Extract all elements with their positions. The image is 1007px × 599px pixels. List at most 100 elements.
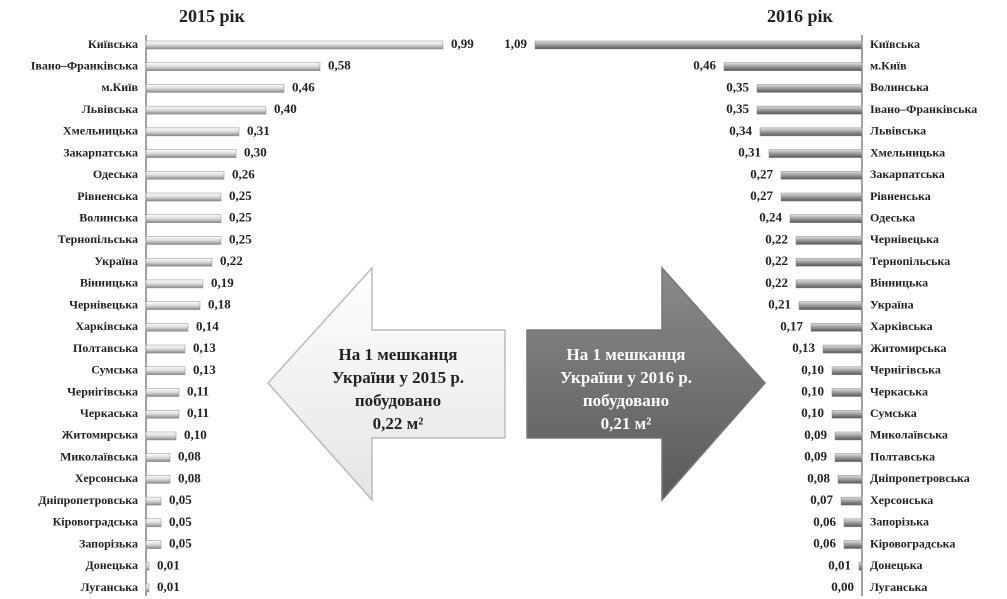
category-label: Вінницька (870, 276, 928, 290)
bar (831, 409, 863, 419)
value-label: 0,05 (169, 514, 192, 529)
category-label: Чернігівська (67, 384, 138, 398)
category-label: Луганська (870, 580, 927, 594)
value-label: 0,09 (804, 449, 827, 464)
value-label: 0,21 (768, 297, 791, 312)
value-label: 0,08 (178, 470, 201, 485)
bar (768, 149, 863, 158)
value-label: 0,05 (169, 536, 192, 551)
chart-title: 2015 рік (179, 6, 246, 26)
bar (756, 84, 863, 93)
value-label: 0,13 (193, 362, 216, 377)
arrow-text: побудовано (583, 391, 669, 410)
value-label: 0,09 (804, 427, 827, 442)
bar (145, 192, 222, 202)
category-label: Чернівецька (870, 232, 939, 246)
bar (831, 366, 863, 376)
category-label: Сумська (870, 406, 917, 420)
bar (145, 84, 285, 93)
category-label: Київська (870, 37, 920, 51)
bar (145, 257, 213, 267)
bar (145, 496, 162, 506)
category-label: Донецька (870, 558, 923, 572)
category-label: Полтавська (870, 449, 935, 463)
category-label: Тернопільська (870, 254, 950, 268)
value-label: 0,24 (759, 210, 782, 225)
bar (145, 127, 240, 137)
bar (843, 518, 863, 528)
bar (145, 171, 225, 180)
value-label: 0,01 (828, 557, 851, 572)
category-label: Хмельницька (63, 124, 138, 138)
value-label: 0,22 (220, 253, 243, 268)
value-label: 0,13 (792, 340, 815, 355)
bar (145, 518, 162, 528)
bar (145, 431, 177, 441)
value-label: 0,40 (274, 101, 297, 116)
value-label: 0,08 (807, 470, 830, 485)
value-label: 0,25 (229, 231, 252, 246)
category-label: Кіровоградська (870, 536, 955, 550)
value-label: 0,01 (157, 579, 180, 594)
category-label: Одеська (870, 211, 915, 225)
category-label: Кіровоградська (53, 515, 138, 529)
bar (145, 279, 204, 289)
value-label: 0,10 (801, 384, 824, 399)
category-label: Львівська (82, 102, 138, 116)
category-label: Харківська (870, 319, 933, 333)
arrow-right (526, 266, 767, 502)
category-label: Донецька (86, 558, 139, 572)
value-label: 0,18 (208, 297, 231, 312)
bar (534, 40, 863, 50)
bar (145, 409, 180, 419)
arrow-text: 0,21 м² (601, 414, 652, 433)
bar (145, 562, 150, 571)
category-label: Сумська (91, 363, 138, 377)
value-label: 0,26 (232, 166, 255, 181)
bar (145, 344, 186, 354)
category-label: Дніпропетровська (870, 471, 970, 485)
value-label: 0,06 (813, 536, 836, 551)
value-label: 0,35 (726, 79, 749, 94)
value-label: 0,01 (157, 557, 180, 572)
category-label: Харківська (75, 319, 138, 333)
category-label: Херсонська (870, 493, 933, 507)
bar (810, 323, 863, 332)
arrow-text: України у 2015 р. (332, 368, 464, 387)
category-label: Черкаська (80, 406, 138, 420)
bar (145, 301, 201, 310)
value-label: 0,30 (244, 145, 267, 160)
bar (145, 453, 171, 462)
value-label: 0,46 (292, 79, 315, 94)
value-label: 0,11 (187, 384, 209, 399)
value-label: 0,27 (750, 166, 773, 181)
bar (145, 388, 180, 397)
value-label: 0,10 (184, 427, 207, 442)
value-label: 0,31 (247, 123, 270, 138)
value-label: 0,19 (211, 275, 234, 290)
value-label: 0,22 (765, 275, 788, 290)
category-label: Хмельницька (870, 145, 945, 159)
value-label: 0,58 (328, 58, 351, 73)
bar (795, 257, 863, 267)
bar (840, 496, 863, 506)
bar (145, 149, 237, 158)
category-label: Волинська (870, 80, 929, 94)
category-label: м.Київ (870, 58, 907, 72)
bar (780, 192, 863, 202)
bar (145, 366, 186, 376)
arrow-text: На 1 мешканця (566, 345, 685, 364)
bar (759, 127, 863, 137)
bar (723, 62, 863, 71)
arrow-text: України у 2016 р. (560, 368, 692, 387)
category-label: Львівська (870, 124, 926, 138)
category-label: Житомирська (870, 341, 946, 355)
value-label: 0,46 (693, 58, 716, 73)
value-label: 0,07 (810, 492, 833, 507)
category-label: Черкаська (870, 384, 928, 398)
category-label: Рівненська (77, 189, 138, 203)
bar (834, 431, 863, 441)
value-label: 0,06 (813, 514, 836, 529)
